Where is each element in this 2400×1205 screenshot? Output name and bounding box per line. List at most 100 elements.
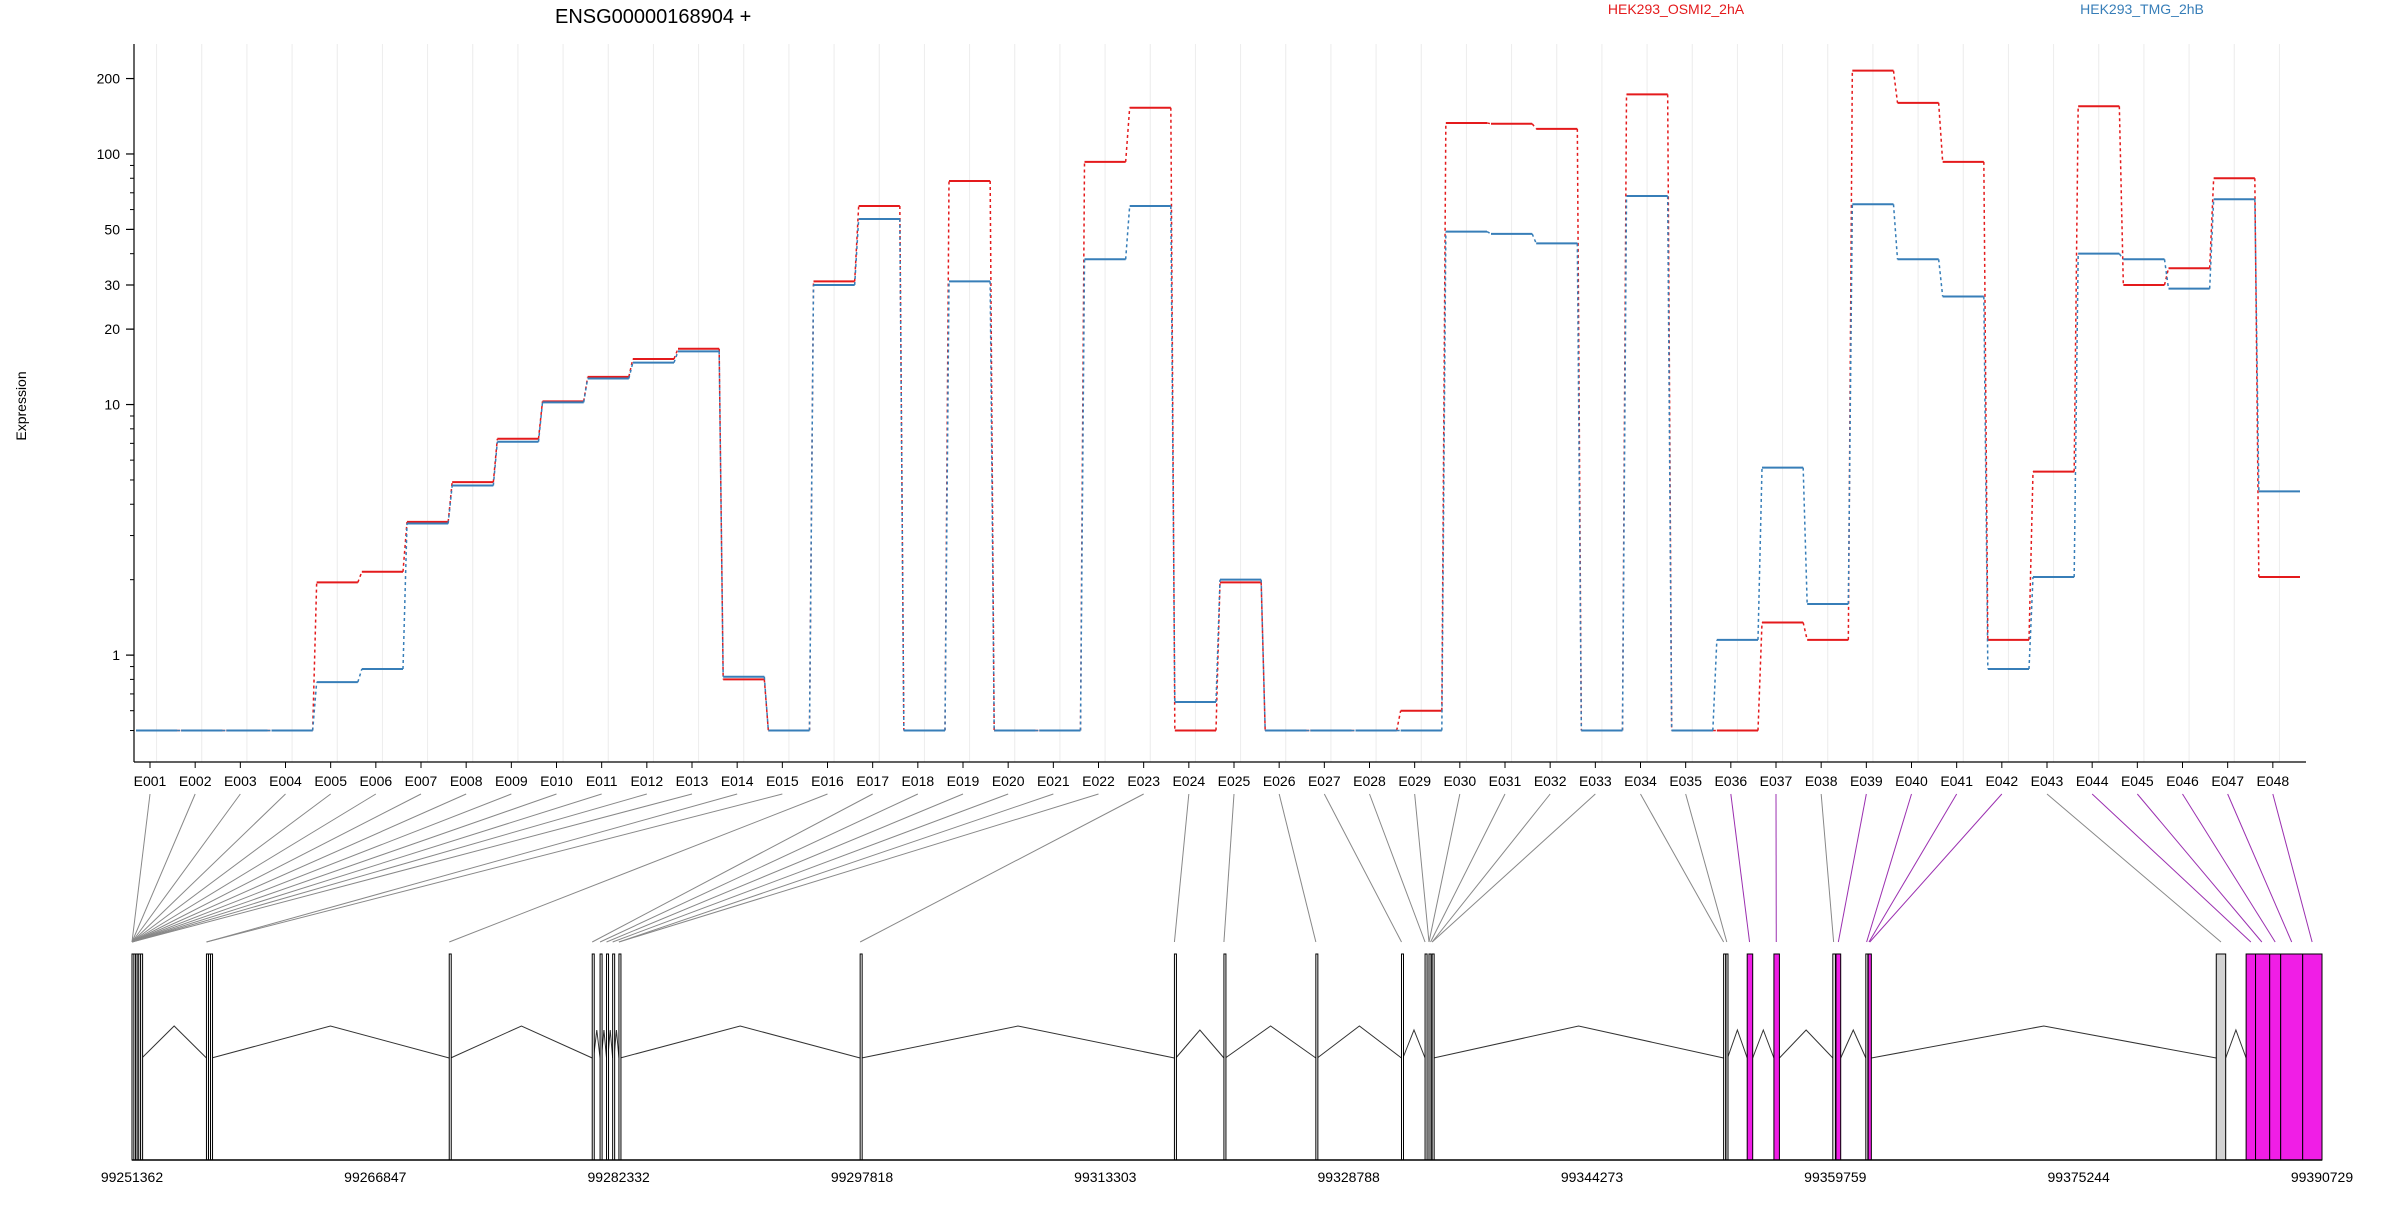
x-tick-label: E020 <box>992 773 1025 789</box>
x-tick-label: E002 <box>179 773 212 789</box>
x-tick-label: E030 <box>1443 773 1476 789</box>
exon-connector <box>1869 794 1957 942</box>
x-tick-label: E048 <box>2256 773 2289 789</box>
genome-tick-label: 99251362 <box>101 1169 164 1185</box>
series-2-connector <box>358 669 362 682</box>
intron-line <box>1871 1026 2216 1058</box>
exon-connector <box>592 794 872 942</box>
exon-block <box>1726 954 1728 1160</box>
intron-line <box>212 1026 450 1058</box>
exon-connector <box>860 794 1144 942</box>
x-tick-label: E003 <box>224 773 257 789</box>
series-2-connector <box>1487 232 1491 234</box>
intron-line <box>142 1026 207 1058</box>
x-tick-label: E046 <box>2166 773 2199 789</box>
series-2-connector <box>719 351 723 676</box>
series-2-connector <box>2255 199 2259 491</box>
exon-connector <box>132 794 602 942</box>
exon-connector <box>1731 794 1750 942</box>
x-tick-label: E044 <box>2076 773 2109 789</box>
legend-series-2: HEK293_TMG_2hB <box>2080 1 2204 17</box>
genome-tick-label: 99328788 <box>1318 1169 1381 1185</box>
exon-block <box>1425 954 1427 1160</box>
y-tick-label: 100 <box>97 146 121 162</box>
genome-tick-label: 99313303 <box>1074 1169 1137 1185</box>
exon-connector <box>619 794 1053 942</box>
series-1-connector <box>1894 71 1898 103</box>
exon-connector <box>600 794 918 942</box>
series-1-connector <box>2210 178 2214 268</box>
x-tick-label: E012 <box>630 773 663 789</box>
exon-connector <box>1641 794 1724 942</box>
exon-block <box>1432 954 1434 1160</box>
intron-line <box>1779 1030 1832 1058</box>
exon-connectors <box>132 794 2312 942</box>
exon-connector <box>1432 794 1595 942</box>
series-1-connector <box>945 181 949 731</box>
exon-block <box>1401 954 1403 1160</box>
x-tick-label: E009 <box>495 773 528 789</box>
exon-block <box>1224 954 1226 1160</box>
exon-connector <box>619 794 1099 942</box>
exon-block <box>1836 954 1841 1160</box>
x-tick-label: E017 <box>856 773 889 789</box>
gene-model <box>132 954 2322 1160</box>
exon-block <box>1429 954 1431 1160</box>
exon-block <box>2281 954 2303 1160</box>
x-tick-label: E026 <box>1263 773 1296 789</box>
exon-connector <box>132 794 511 942</box>
x-tick-label: E039 <box>1850 773 1883 789</box>
exon-connector <box>607 794 963 942</box>
exon-block <box>2303 954 2322 1160</box>
series-2-connector <box>945 281 949 730</box>
x-tick-label: E045 <box>2121 773 2154 789</box>
x-tick-label: E035 <box>1669 773 1702 789</box>
series-1-connector <box>2119 106 2123 285</box>
exon-block <box>619 954 621 1160</box>
exon-block <box>613 954 615 1160</box>
series-1-connector <box>2165 268 2169 285</box>
exon-block <box>141 954 143 1160</box>
intron-line <box>451 1026 593 1058</box>
x-tick-label: E043 <box>2031 773 2064 789</box>
y-tick-label: 200 <box>97 71 121 87</box>
legend-series-1: HEK293_OSMI2_2hA <box>1608 1 1745 17</box>
x-tick-label: E007 <box>405 773 438 789</box>
series-1-connector <box>674 349 678 359</box>
x-tick-label: E033 <box>1579 773 1612 789</box>
series-1-connector <box>358 572 362 583</box>
genome-tick-label: 99266847 <box>344 1169 407 1185</box>
x-tick-label: E016 <box>811 773 844 789</box>
series-2-connector <box>1216 580 1220 702</box>
y-tick-label: 10 <box>104 397 120 413</box>
series-lines <box>136 71 2300 731</box>
exon-block <box>449 954 451 1160</box>
exon-connector <box>1324 794 1401 942</box>
exon-connector <box>2137 794 2261 942</box>
genome-tick-label: 99282332 <box>588 1169 651 1185</box>
y-tick-label: 50 <box>104 221 120 237</box>
exon-connector <box>132 794 466 942</box>
series-1-connector <box>629 359 633 377</box>
x-tick-label: E037 <box>1760 773 1793 789</box>
exon-block <box>592 954 594 1160</box>
x-tick-label: E029 <box>1398 773 1431 789</box>
intron-line <box>1841 1030 1866 1058</box>
intron-line <box>1434 1026 1724 1058</box>
x-tick-label: E040 <box>1895 773 1928 789</box>
exon-connector <box>1224 794 1234 942</box>
genome-tick-label: 99375244 <box>2048 1169 2111 1185</box>
exon-block <box>600 954 602 1160</box>
x-tick-label: E015 <box>766 773 799 789</box>
series-2-connector <box>1126 206 1130 259</box>
series-1-connector <box>1171 108 1175 731</box>
series-2-connector <box>1848 204 1852 604</box>
exon-connector <box>206 794 782 942</box>
genome-tick-label: 99344273 <box>1561 1169 1624 1185</box>
intron-line <box>1753 1030 1774 1058</box>
exon-connector <box>1838 794 1866 942</box>
y-tick-label: 20 <box>104 321 120 337</box>
